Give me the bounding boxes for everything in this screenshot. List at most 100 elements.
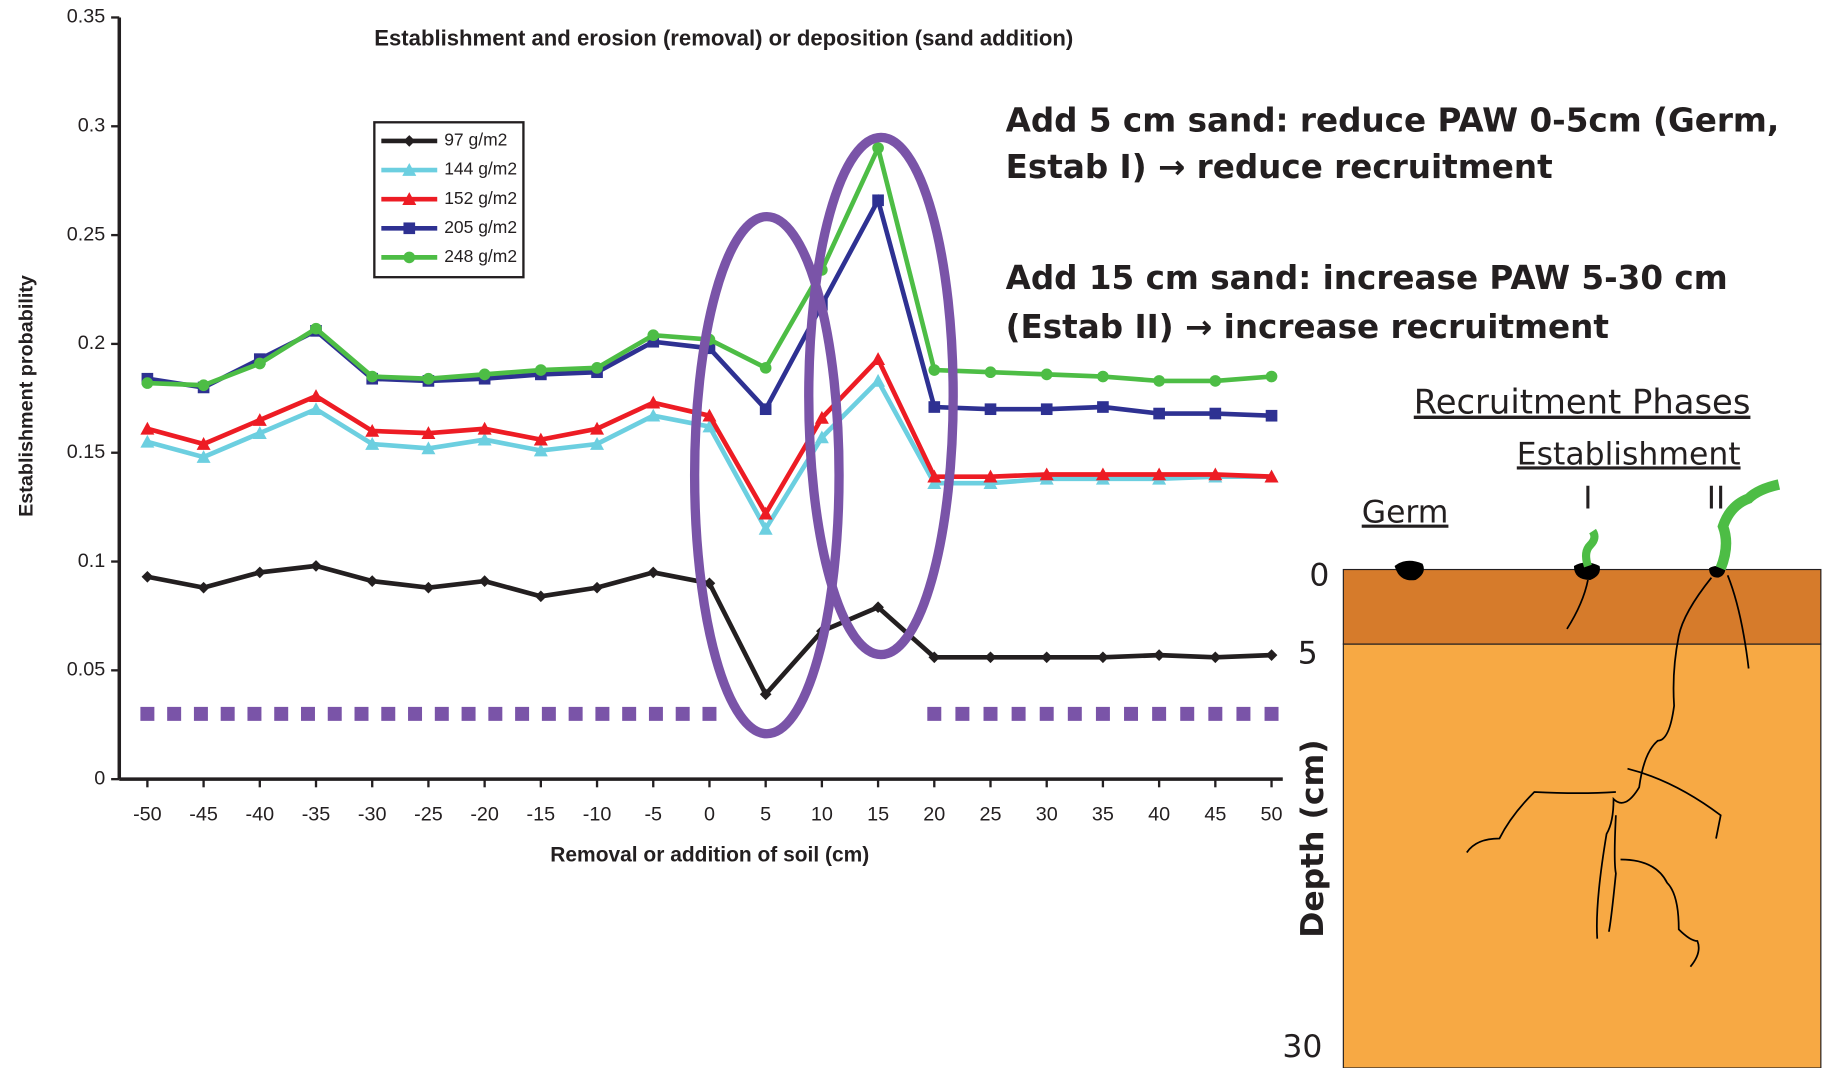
legend-marker <box>403 222 415 234</box>
point <box>1041 403 1053 415</box>
topsoil <box>1343 570 1821 645</box>
point <box>1041 651 1053 663</box>
dot <box>221 707 235 721</box>
phase-label: Germ <box>1362 495 1449 531</box>
x-tick-label: 45 <box>1204 804 1226 826</box>
point <box>1153 408 1165 420</box>
x-tick-label: -30 <box>358 804 387 826</box>
annotation: Add 5 cm sand: reduce PAW 0-5cm (Germ, <box>1006 102 1780 140</box>
x-tick-label: 20 <box>923 804 945 826</box>
x-tick-label: 0 <box>704 804 715 826</box>
x-axis-label: Removal or addition of soil (cm) <box>550 844 869 867</box>
dot <box>542 707 556 721</box>
dot <box>355 707 369 721</box>
x-tick-label: 35 <box>1092 804 1114 826</box>
dot <box>1236 707 1250 721</box>
dot <box>328 707 342 721</box>
point <box>423 373 435 385</box>
phase-label: II <box>1707 481 1726 517</box>
point <box>142 571 154 583</box>
point <box>760 362 772 374</box>
point <box>1210 651 1222 663</box>
dot <box>1040 707 1054 721</box>
x-tick-label: 50 <box>1261 804 1283 826</box>
dot <box>462 707 476 721</box>
y-tick-label: 0.15 <box>67 441 106 463</box>
point <box>535 364 547 376</box>
subsoil <box>1343 644 1821 1068</box>
legend-label: 97 g/m2 <box>444 130 507 150</box>
dot <box>381 707 395 721</box>
shoot <box>1721 485 1779 569</box>
dot <box>408 707 422 721</box>
x-tick-label: 25 <box>979 804 1001 826</box>
y-axis-label: Establishment probability <box>16 275 38 517</box>
point <box>1097 651 1109 663</box>
point <box>1153 375 1165 387</box>
dot <box>569 707 583 721</box>
y-tick-label: 0.1 <box>78 550 106 572</box>
dot <box>1012 707 1026 721</box>
point <box>1266 410 1278 422</box>
point <box>871 374 885 387</box>
point <box>254 358 266 370</box>
point <box>985 651 997 663</box>
x-tick-label: -10 <box>583 804 612 826</box>
dot <box>488 707 502 721</box>
point <box>591 362 603 374</box>
x-tick-label: 30 <box>1036 804 1058 826</box>
legend-label: 205 g/m2 <box>444 217 517 237</box>
point <box>591 582 603 594</box>
legend-label: 152 g/m2 <box>444 188 517 208</box>
point <box>647 329 659 341</box>
chart-title: Establishment and erosion (removal) or d… <box>374 25 1073 50</box>
point <box>309 389 323 402</box>
annotation: Add 15 cm sand: increase PAW 5-30 cm <box>1006 259 1728 297</box>
dot <box>1068 707 1082 721</box>
point <box>309 402 323 415</box>
point <box>310 323 322 335</box>
point <box>647 567 659 579</box>
point <box>366 371 378 383</box>
point <box>1266 371 1278 383</box>
x-tick-label: -45 <box>189 804 218 826</box>
annotation: Estab I) → reduce recruitment <box>1006 148 1553 186</box>
dot <box>622 707 636 721</box>
point <box>1153 649 1165 661</box>
point <box>366 575 378 587</box>
dot <box>1152 707 1166 721</box>
dot <box>194 707 208 721</box>
dot <box>1180 707 1194 721</box>
dot <box>927 707 941 721</box>
point <box>142 377 154 389</box>
point <box>1097 371 1109 383</box>
dot <box>301 707 315 721</box>
x-tick-label: -25 <box>414 804 443 826</box>
legend-marker <box>403 252 415 264</box>
dot <box>1124 707 1138 721</box>
point <box>479 575 491 587</box>
y-tick-label: 0.05 <box>67 659 106 681</box>
point <box>872 142 884 154</box>
y-tick-label: 0.3 <box>78 115 106 137</box>
point <box>423 582 435 594</box>
dot <box>1096 707 1110 721</box>
dot <box>247 707 261 721</box>
x-tick-label: -5 <box>644 804 662 826</box>
point <box>871 352 885 365</box>
point <box>198 379 210 391</box>
dot <box>676 707 690 721</box>
point <box>198 582 210 594</box>
point <box>1210 408 1222 420</box>
y-tick-label: 0 <box>94 767 105 789</box>
dot <box>702 707 716 721</box>
annotation: (Estab II) → increase recruitment <box>1006 308 1609 346</box>
point <box>310 560 322 572</box>
x-tick-label: 5 <box>760 804 771 826</box>
dot <box>1208 707 1222 721</box>
dot <box>140 707 154 721</box>
point <box>928 401 940 413</box>
y-tick-label: 0.35 <box>67 6 106 28</box>
dot <box>1265 707 1279 721</box>
point <box>760 403 772 415</box>
